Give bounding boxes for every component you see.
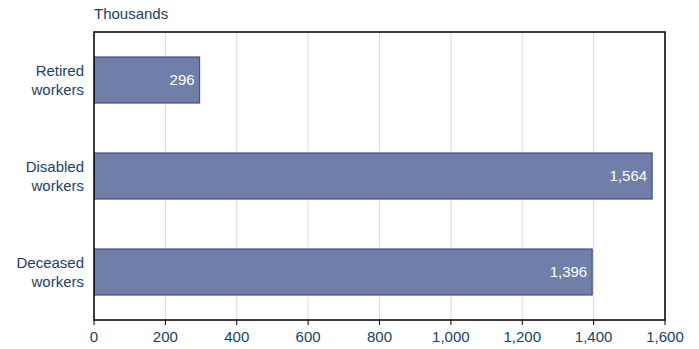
bar (94, 249, 592, 295)
category-label: Retiredworkers (30, 62, 84, 98)
chart-container: 0 200 400 600 800 1,000 1,200 1,400 1,600 296 Reti… (0, 0, 699, 349)
chart-svg: 0 200 400 600 800 1,000 1,200 1,400 1,600 296 Reti… (0, 0, 699, 349)
tick-label: 1,400 (575, 328, 613, 345)
axis-label: Thousands (94, 5, 168, 22)
data-label: 1,564 (610, 167, 648, 184)
tick-label: 1,600 (646, 328, 684, 345)
tick-label: 200 (153, 328, 178, 345)
tick-label: 600 (296, 328, 321, 345)
bar (94, 153, 652, 199)
grid (94, 32, 665, 320)
labels: 296 Retiredworkers 1,564 Disabledworkers 1,3… (16, 62, 647, 290)
plot-frame (94, 32, 665, 320)
tick-label: 400 (224, 328, 249, 345)
category-label: Disabledworkers (26, 158, 84, 194)
bars (94, 57, 652, 295)
tick-label: 0 (90, 328, 98, 345)
data-label: 1,396 (550, 263, 588, 280)
tick-label: 1,200 (503, 328, 541, 345)
tick-label: 1,000 (432, 328, 470, 345)
tick-label: 800 (367, 328, 392, 345)
category-label: Deceasedworkers (16, 254, 84, 290)
data-label: 296 (170, 71, 195, 88)
bar (94, 57, 200, 103)
